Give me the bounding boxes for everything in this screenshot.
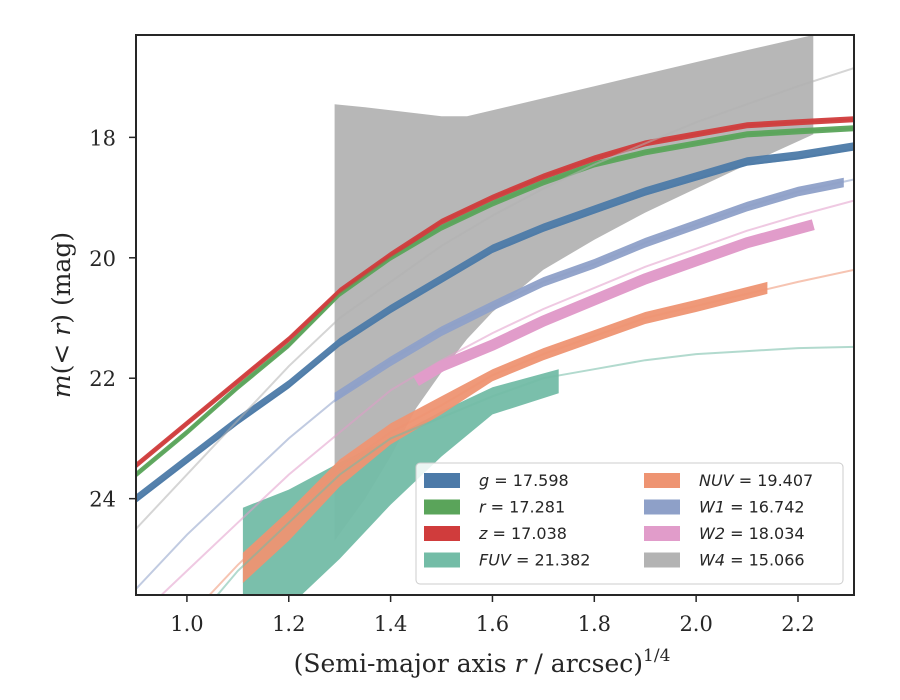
legend-box xyxy=(415,462,844,585)
legend-swatch-r xyxy=(424,499,460,515)
y-axis-title: m(< r) (mag) xyxy=(47,232,76,398)
legend-label-w4: W4 = 15.066 xyxy=(699,551,805,570)
r-fit-line xyxy=(136,127,854,476)
legend-swatch-w4 xyxy=(644,552,680,568)
x-tick-label: 2.2 xyxy=(781,612,814,636)
y-tick-label: 24 xyxy=(89,488,116,512)
x-tick-label: 1.8 xyxy=(578,612,611,636)
legend-label-nuv: NUV = 19.407 xyxy=(699,471,813,490)
w2-band xyxy=(413,219,815,386)
fuv-band xyxy=(242,369,559,595)
x-tick-label: 1.0 xyxy=(170,612,203,636)
legend-label-r: r = 17.281 xyxy=(479,498,565,517)
legend-swatch-z xyxy=(424,526,460,541)
z-fit-line xyxy=(136,118,854,467)
fit-curves xyxy=(136,67,854,595)
y-tick-label: 20 xyxy=(89,247,116,271)
x-tick-label: 1.6 xyxy=(476,612,509,636)
nuv-fit-line xyxy=(208,268,854,595)
legend-label-w2: W2 = 18.034 xyxy=(699,524,805,543)
x-tick-label: 1.4 xyxy=(374,612,407,636)
w4-fit-line xyxy=(136,67,854,530)
y-axis: 18 20 22 24 xyxy=(89,126,136,512)
legend-label-w1: W1 = 16.742 xyxy=(699,498,805,517)
w4-band xyxy=(334,35,814,541)
x-tick-label: 1.2 xyxy=(272,612,305,636)
w1-fit-line xyxy=(136,178,854,590)
x-tick-label: 2.0 xyxy=(679,612,712,636)
legend: g = 17.598 r = 17.281 z = 17.038 FUV = 21.3… xyxy=(415,462,844,585)
y-tick-label: 22 xyxy=(89,367,116,391)
legend-swatch-g xyxy=(424,473,460,488)
legend-label-z: z = 17.038 xyxy=(478,524,567,543)
legend-swatch-nuv xyxy=(644,473,680,488)
legend-swatch-w1 xyxy=(644,499,680,515)
y-tick-label: 18 xyxy=(89,126,116,150)
legend-label-g: g = 17.598 xyxy=(479,471,569,490)
x-axis: 1.0 1.2 1.4 1.6 1.8 2.0 2.2 xyxy=(170,595,815,636)
fuv-fit-line xyxy=(216,345,854,595)
w2-fit-line xyxy=(159,199,854,595)
legend-swatch-w2 xyxy=(644,526,680,541)
x-axis-title: (Semi-major axis r / arcsec)1/4 xyxy=(294,646,671,678)
g-fit-line xyxy=(136,148,854,503)
legend-label-fuv: FUV = 21.382 xyxy=(479,551,590,570)
plot-frame xyxy=(135,34,855,596)
uncertainty-bands xyxy=(136,35,854,595)
legend-swatch-fuv xyxy=(424,552,460,568)
